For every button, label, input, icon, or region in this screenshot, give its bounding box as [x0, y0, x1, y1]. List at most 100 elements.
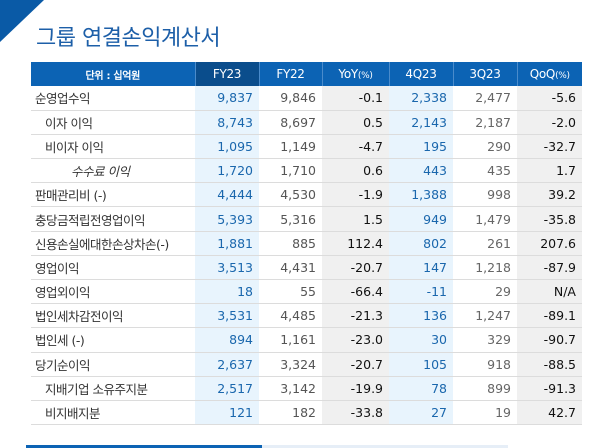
cell-fy22: 4,530 [259, 182, 322, 208]
cell-qoq: -90.7 [517, 327, 582, 353]
table-row: 충당금적립전영업이익 5,393 5,316 1.5 949 1,479 -35.8 [31, 206, 582, 232]
table-row: 수수료 이익 1,720 1,710 0.6 443 435 1.7 [31, 158, 582, 184]
cell-qoq: -91.3 [517, 376, 582, 401]
cell-fy23: 8,743 [195, 110, 259, 135]
footer-bar [26, 445, 262, 448]
footer-bar-light [262, 445, 508, 448]
income-statement-table: 단위 : 십억원 FY23 FY22 YoY(%) 4Q23 3Q23 QoQ(… [31, 62, 582, 426]
row-label: 수수료 이익 [31, 158, 195, 184]
cell-fy23: 3,531 [195, 303, 259, 329]
table-row: 지배기업 소유주지분 2,517 3,142 -19.9 78 899 -91.3 [31, 376, 582, 401]
cell-fy22: 4,431 [259, 255, 322, 281]
cell-qoq: 42.7 [517, 400, 582, 426]
header-3q23: 3Q23 [453, 62, 518, 86]
header-qoq-label: QoQ [529, 67, 556, 81]
cell-yoy: -21.3 [322, 303, 389, 329]
cell-q4: 949 [389, 206, 453, 232]
header-yoy-label: YoY [338, 67, 358, 81]
row-label: 비이자 이익 [31, 134, 195, 160]
row-label: 당기순이익 [31, 352, 195, 377]
table-row: 비이자 이익 1,095 1,149 -4.7 195 290 -32.7 [31, 134, 582, 160]
cell-q3: 29 [453, 279, 517, 305]
table-row: 판매관리비 (-) 4,444 4,530 -1.9 1,388 998 39.2 [31, 182, 582, 208]
cell-q4: 443 [389, 158, 453, 184]
cell-qoq: -35.8 [517, 206, 582, 232]
row-label: 판매관리비 (-) [31, 182, 195, 208]
cell-fy23: 9,837 [195, 86, 259, 111]
cell-fy22: 9,846 [259, 86, 322, 111]
cell-fy22: 182 [259, 400, 322, 426]
cell-fy23: 5,393 [195, 206, 259, 232]
header-fy22: FY22 [259, 62, 323, 86]
cell-fy22: 3,324 [259, 352, 322, 377]
row-label: 법인세차감전이익 [31, 303, 195, 329]
cell-yoy: -23.0 [322, 327, 389, 353]
cell-q4: 136 [389, 303, 453, 329]
cell-q4: 195 [389, 134, 453, 160]
cell-q3: 290 [453, 134, 517, 160]
cell-fy22: 1,161 [259, 327, 322, 353]
header-yoy: YoY(%) [322, 62, 390, 86]
cell-q3: 329 [453, 327, 517, 353]
table-row: 비지배지분 121 182 -33.8 27 19 42.7 [31, 400, 582, 426]
cell-fy22: 4,485 [259, 303, 322, 329]
cell-yoy: -4.7 [322, 134, 389, 160]
cell-qoq: -88.5 [517, 352, 582, 377]
cell-yoy: -1.9 [322, 182, 389, 208]
cell-qoq: 39.2 [517, 182, 582, 208]
row-label: 법인세 (-) [31, 327, 195, 353]
cell-yoy: 0.5 [322, 110, 389, 135]
cell-fy22: 1,710 [259, 158, 322, 184]
table-header-row: 단위 : 십억원 FY23 FY22 YoY(%) 4Q23 3Q23 QoQ(… [31, 62, 582, 86]
table-row: 이자 이익 8,743 8,697 0.5 2,143 2,187 -2.0 [31, 110, 582, 135]
cell-q4: 802 [389, 231, 453, 256]
cell-qoq: -32.7 [517, 134, 582, 160]
cell-fy23: 18 [195, 279, 259, 305]
row-label: 충당금적립전영업이익 [31, 206, 195, 232]
table-row: 순영업수익 9,837 9,846 -0.1 2,338 2,477 -5.6 [31, 86, 582, 111]
header-unit: 단위 : 십억원 [31, 62, 196, 86]
cell-fy22: 8,697 [259, 110, 322, 135]
cell-q3: 261 [453, 231, 517, 256]
cell-yoy: -20.7 [322, 255, 389, 281]
cell-yoy: -66.4 [322, 279, 389, 305]
table-row: 법인세 (-) 894 1,161 -23.0 30 329 -90.7 [31, 327, 582, 353]
cell-fy22: 885 [259, 231, 322, 256]
cell-fy22: 55 [259, 279, 322, 305]
cell-q3: 435 [453, 158, 517, 184]
cell-q4: -11 [389, 279, 453, 305]
cell-qoq: 207.6 [517, 231, 582, 256]
cell-q4: 2,143 [389, 110, 453, 135]
page-title: 그룹 연결손익계산서 [36, 26, 221, 51]
cell-fy23: 1,881 [195, 231, 259, 256]
cell-fy23: 1,720 [195, 158, 259, 184]
cell-qoq: -89.1 [517, 303, 582, 329]
row-label: 영업이익 [31, 255, 195, 281]
row-label: 지배기업 소유주지분 [31, 376, 195, 401]
cell-q4: 105 [389, 352, 453, 377]
row-label: 신용손실에대한손상차손(-) [31, 231, 195, 256]
cell-yoy: 1.5 [322, 206, 389, 232]
table-row: 영업이익 3,513 4,431 -20.7 147 1,218 -87.9 [31, 255, 582, 281]
header-4q23: 4Q23 [389, 62, 454, 86]
cell-yoy: 112.4 [322, 231, 389, 256]
table-row: 신용손실에대한손상차손(-) 1,881 885 112.4 802 261 207.6 [31, 231, 582, 256]
cell-fy22: 3,142 [259, 376, 322, 401]
cell-fy23: 121 [195, 400, 259, 426]
cell-fy22: 1,149 [259, 134, 322, 160]
table-row: 법인세차감전이익 3,531 4,485 -21.3 136 1,247 -89.1 [31, 303, 582, 329]
cell-fy23: 894 [195, 327, 259, 353]
cell-q3: 1,218 [453, 255, 517, 281]
cell-q3: 2,187 [453, 110, 517, 135]
cell-fy23: 4,444 [195, 182, 259, 208]
row-label: 비지배지분 [31, 400, 195, 426]
cell-q4: 2,338 [389, 86, 453, 111]
cell-qoq: -5.6 [517, 86, 582, 111]
corner-decoration [0, 0, 44, 42]
row-label: 영업외이익 [31, 279, 195, 305]
header-qoq: QoQ(%) [517, 62, 582, 86]
cell-qoq: 1.7 [517, 158, 582, 184]
cell-yoy: -33.8 [322, 400, 389, 426]
row-label: 순영업수익 [31, 86, 195, 111]
